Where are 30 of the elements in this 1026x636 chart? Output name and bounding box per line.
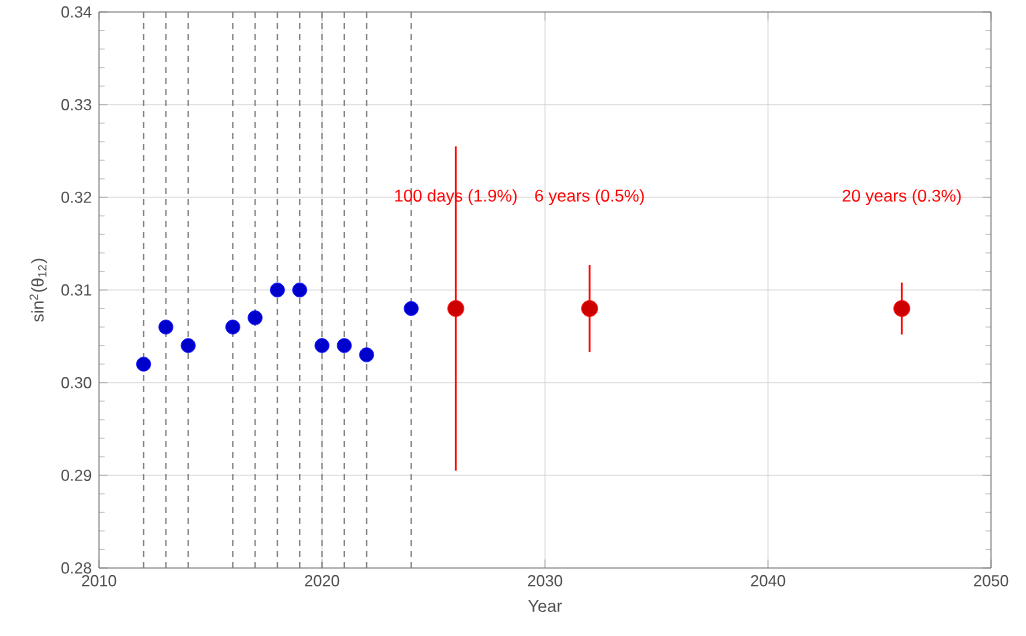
x-tick-label: 2020 xyxy=(305,575,340,587)
annotation: 6 years (0.5%) xyxy=(535,189,644,206)
point xyxy=(270,282,285,298)
point xyxy=(225,319,241,335)
point xyxy=(158,319,174,335)
y-tick-label: 0.32 xyxy=(61,191,92,203)
x-tick-label: 2010 xyxy=(82,575,117,587)
x-tick-label: 2040 xyxy=(751,575,786,587)
y-tick-label: 0.34 xyxy=(61,6,92,18)
point xyxy=(447,300,465,317)
y-axis-title: sin$^{2}$(θ$_{12}$) xyxy=(29,258,48,322)
x-tick-label: 2030 xyxy=(528,575,563,587)
x-axis-title: Year xyxy=(528,600,562,612)
point xyxy=(893,300,911,317)
point xyxy=(180,338,196,353)
point xyxy=(359,347,375,363)
y-tick-label: 0.29 xyxy=(61,469,92,481)
point xyxy=(403,301,419,316)
x-tick-label: 2050 xyxy=(974,575,1009,587)
point xyxy=(136,356,151,372)
y-tick-label: 0.31 xyxy=(61,284,92,296)
point xyxy=(314,338,330,353)
point xyxy=(336,338,352,353)
y-tick-label: 0.30 xyxy=(61,377,92,389)
point xyxy=(292,282,308,298)
point xyxy=(247,310,263,326)
y-tick-label: 0.28 xyxy=(61,562,92,574)
point xyxy=(581,300,599,317)
y-tick-label: 0.33 xyxy=(61,99,92,111)
annotation: 20 years (0.3%) xyxy=(842,189,961,206)
